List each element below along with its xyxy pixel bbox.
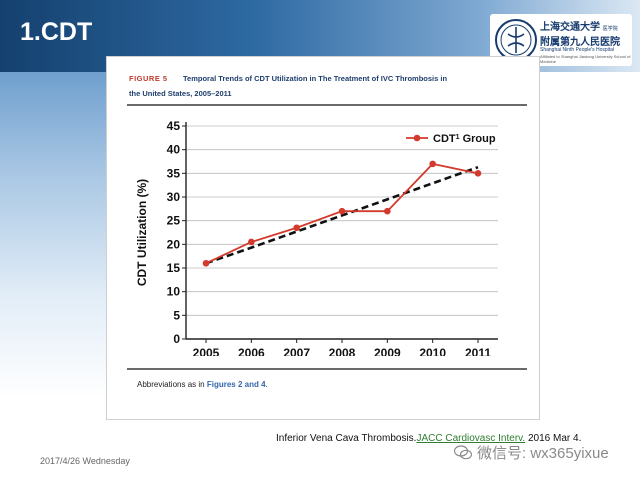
x-tick-label: 2011 xyxy=(465,346,491,356)
y-tick-label: 30 xyxy=(167,190,181,204)
cdt-line-chart: 0 5 10 15 20 25 30 35 40 45 2005 2006 2007 2008 2009 20… xyxy=(135,119,498,356)
trend-line xyxy=(205,165,479,265)
slide-date: 2017/4/26 Wednesday xyxy=(40,456,130,466)
left-accent xyxy=(0,72,106,480)
logo-university-name: 上海交通大学 医学院 xyxy=(540,22,618,33)
cdt-data-point xyxy=(202,259,210,267)
x-tick-label: 2009 xyxy=(374,346,401,356)
figure-subtitle: the United States, 2005–2011 xyxy=(129,89,232,98)
cdt-data-point xyxy=(429,160,436,168)
wechat-icon xyxy=(454,445,472,460)
y-tick-label: 35 xyxy=(167,166,181,180)
x-tick-label: 2007 xyxy=(283,346,310,356)
y-axis-label: CDT Utilization (%) xyxy=(135,179,149,286)
abbreviations-note: Abbreviations as in Figures 2 and 4. xyxy=(137,380,268,389)
figure-label: FIGURE 5 xyxy=(129,74,168,83)
figure-title: Temporal Trends of CDT Utilization in Th… xyxy=(183,74,448,83)
logo-hospital-name: 附属第九人民医院 xyxy=(540,37,620,48)
wechat-watermark: 微信号: wx365yixue xyxy=(454,442,609,463)
logo-english-name: Shanghai Ninth People's Hospital xyxy=(540,47,615,53)
y-tick-label: 20 xyxy=(167,237,181,251)
y-tick-label: 45 xyxy=(167,119,181,133)
cdt-data-point xyxy=(384,207,391,215)
y-tick-label: 0 xyxy=(173,332,180,346)
x-tick-label: 2010 xyxy=(419,346,446,356)
cdt-data-point xyxy=(293,224,300,232)
legend-marker xyxy=(413,134,421,142)
figures-link[interactable]: Figures 2 and 4 xyxy=(206,380,266,389)
watermark-text: 微信号: wx365yixue xyxy=(477,445,609,462)
x-tick-label: 2006 xyxy=(238,346,265,356)
y-tick-label: 5 xyxy=(173,308,180,322)
logo-english-affiliation: Affiliated to Shanghai Jiaotong Universi… xyxy=(540,54,631,64)
y-tick-label: 10 xyxy=(167,285,181,299)
citation: Inferior Vena Cava Thrombosis.JACC Cardi… xyxy=(276,433,582,444)
y-tick-label: 25 xyxy=(167,214,181,228)
cdt-data-point xyxy=(338,207,346,215)
figure-top-rule xyxy=(127,104,527,106)
y-tick-label: 40 xyxy=(167,143,181,157)
figure-card: FIGURE 5 Temporal Trends of CDT Utilizat… xyxy=(106,56,540,420)
hospital-logo: 上海交通大学 医学院 附属第九人民医院 Shanghai Ninth Peopl… xyxy=(490,14,632,66)
cdt-data-point xyxy=(248,238,255,246)
journal-link[interactable]: JACC Cardiovasc Interv. xyxy=(416,433,526,444)
x-tick-label: 2005 xyxy=(193,346,220,356)
x-tick-label: 2008 xyxy=(329,346,356,356)
slide-title: 1.CDT xyxy=(20,18,93,46)
y-tick-label: 15 xyxy=(167,261,181,275)
figure-bottom-rule xyxy=(127,368,527,370)
cdt-data-point xyxy=(474,170,482,177)
legend-label: CDT1 Group xyxy=(433,133,496,145)
